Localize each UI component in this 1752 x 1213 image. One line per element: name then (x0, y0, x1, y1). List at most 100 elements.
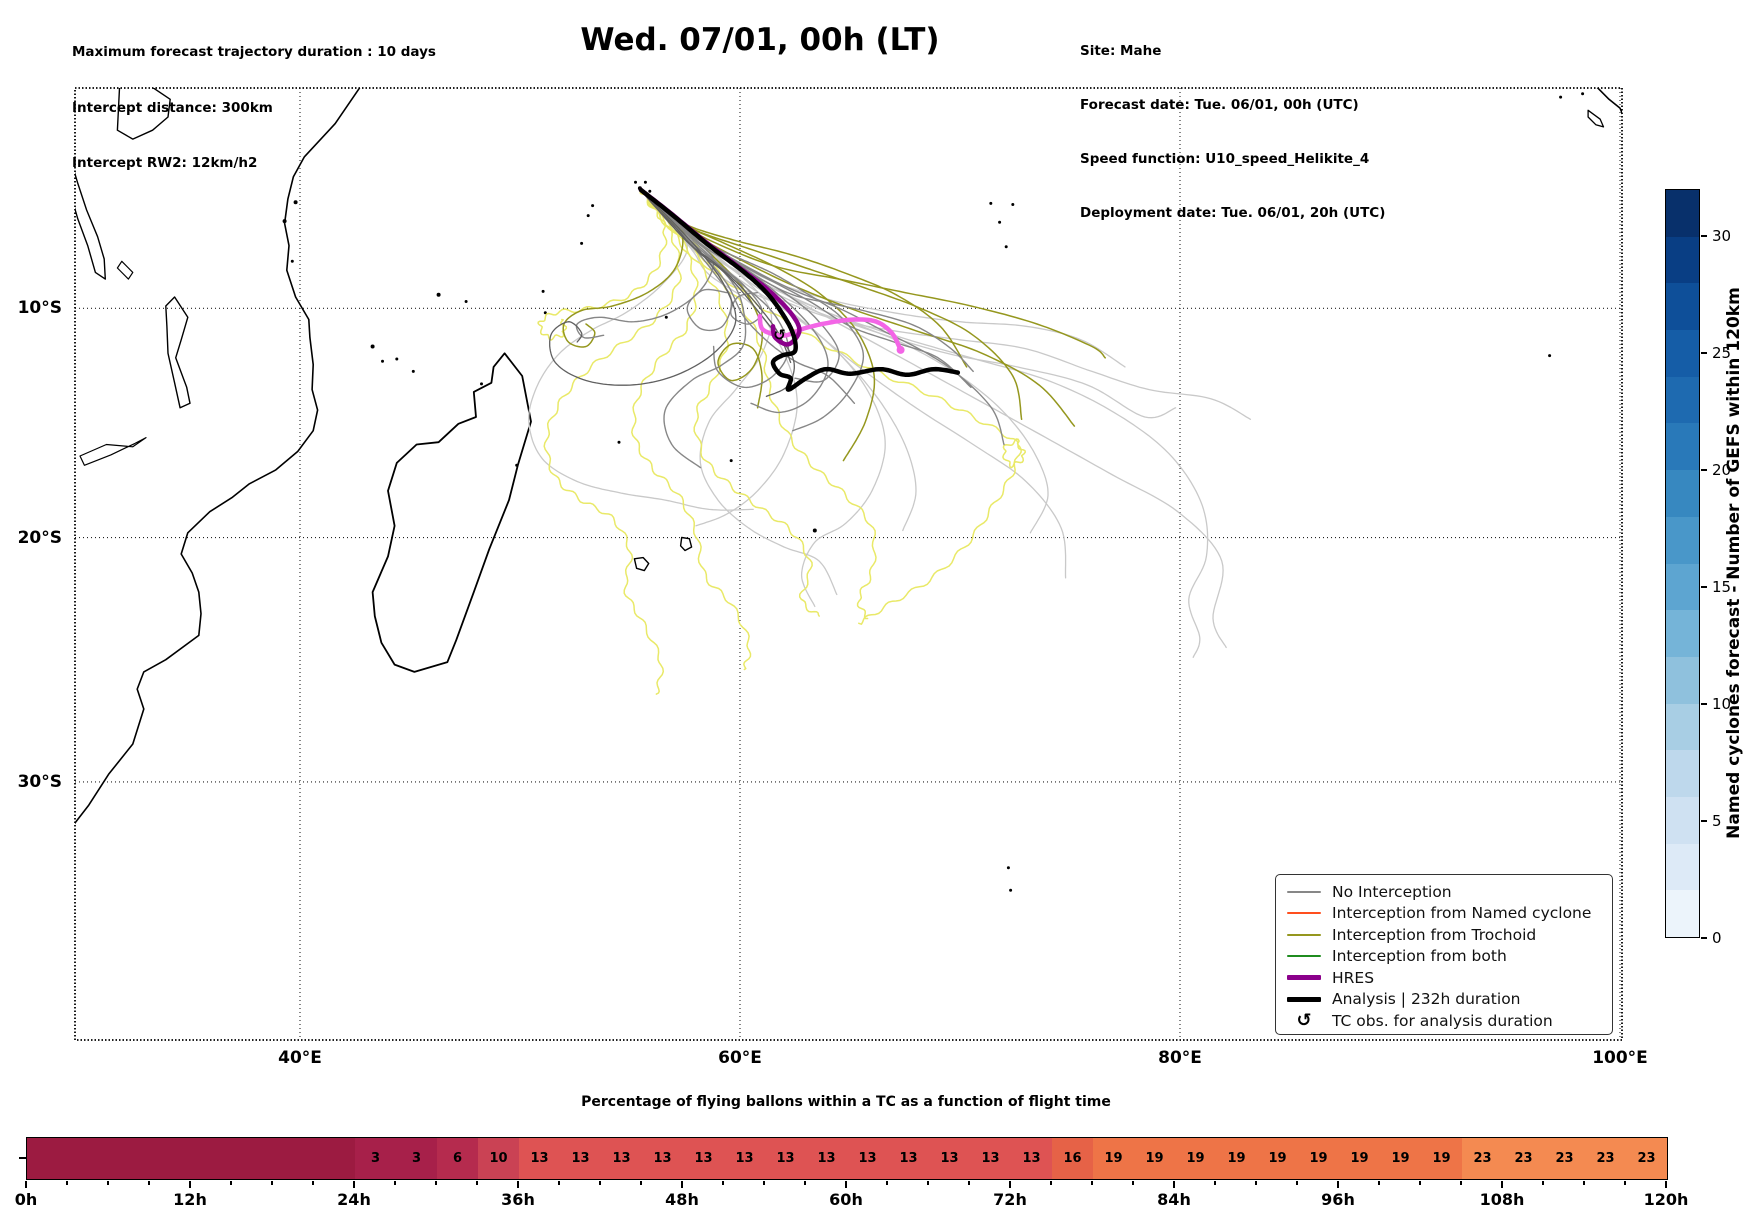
colorbar-tick (1701, 235, 1707, 237)
legend-item-2: Interception from Trochoid (1286, 924, 1612, 946)
flight-bar-cell (191, 1138, 232, 1179)
legend-line (1287, 955, 1321, 958)
legend-line (1287, 890, 1321, 893)
colorbar-tick-label: 20 (1712, 460, 1732, 479)
hour-tick-label: 24h (337, 1190, 371, 1209)
hour-tick-major (1337, 1180, 1339, 1188)
tc-obs-icon: ↺ (1286, 1011, 1322, 1029)
x-tick-label: 60°E (718, 1048, 762, 1068)
hour-tick-minor (1214, 1180, 1216, 1186)
island-dot (1006, 866, 1010, 870)
flight-bar-cell: 13 (806, 1138, 847, 1179)
hour-tick-minor (230, 1180, 232, 1186)
island-dot (541, 289, 545, 293)
hour-tick-minor (640, 1180, 642, 1186)
flight-bar-cell: 13 (888, 1138, 929, 1179)
flight-bar-cell: 13 (970, 1138, 1011, 1179)
colorbar-segment (1666, 516, 1699, 564)
trajectory-trochoid-faded-yellow (639, 189, 877, 620)
map-frame (74, 87, 1623, 1041)
colorbar-segment (1666, 283, 1699, 331)
island-dot (381, 359, 384, 363)
flight-bar-cell: 19 (1257, 1138, 1298, 1179)
flight-bar-cell (273, 1138, 314, 1179)
hour-tick-major (681, 1180, 683, 1188)
island-dot (664, 315, 668, 319)
trajectory-no-interception-faded (528, 189, 754, 511)
island-dot (580, 241, 584, 245)
trajectory-analysis (638, 187, 961, 392)
flight-bar-cell: 19 (1421, 1138, 1462, 1179)
flight-bar-y-tick (19, 1157, 26, 1159)
trajectory-interception-trochoid (640, 189, 968, 368)
island-dot (586, 214, 590, 218)
colorbar-segment (1666, 890, 1699, 937)
legend-line (1287, 933, 1321, 936)
deployment-date-text: Deployment date: Tue. 06/01, 20h (UTC) (1080, 205, 1386, 221)
hour-tick-minor (1542, 1180, 1544, 1186)
flight-bar-cell (109, 1138, 150, 1179)
flight-bar-cell: 3 (355, 1138, 396, 1179)
hour-tick-minor (476, 1180, 478, 1186)
legend-item-1: Interception from Named cyclone (1286, 903, 1612, 925)
legend-line-swatch (1286, 912, 1322, 915)
gridlines-group (75, 88, 1622, 1040)
flight-bar-cell: 13 (519, 1138, 560, 1179)
flight-bar-cell: 19 (1339, 1138, 1380, 1179)
legend-label: Interception from Trochoid (1332, 925, 1537, 944)
colorbar-segment (1666, 236, 1699, 284)
hour-tick-major (1665, 1180, 1667, 1188)
trajectory-end-marker (896, 345, 905, 354)
flight-bar-cell: 13 (601, 1138, 642, 1179)
flight-bar-cell: 6 (437, 1138, 478, 1179)
island-dot (543, 311, 547, 315)
island-dot (634, 180, 637, 184)
lake-kariba (79, 437, 147, 466)
island-dot (1548, 354, 1552, 358)
coastline-group (75, 88, 1622, 892)
colorbar-segment (1666, 190, 1699, 237)
colorbar-tick (1701, 586, 1707, 588)
hour-tick-minor (927, 1180, 929, 1186)
island-dot (617, 440, 621, 444)
flight-bar-cell: 23 (1585, 1138, 1626, 1179)
flight-bar-cell: 23 (1503, 1138, 1544, 1179)
flight-bar-cell: 19 (1093, 1138, 1134, 1179)
hour-tick-major (353, 1180, 355, 1188)
island-dot (998, 220, 1002, 224)
lake-victoria (116, 88, 171, 140)
colorbar-tick (1701, 820, 1707, 822)
legend-line-swatch (1286, 975, 1322, 981)
legend-line-swatch (1286, 933, 1322, 936)
colorbar-segment (1666, 563, 1699, 611)
trajectory-trochoid-faded-yellow (639, 189, 820, 617)
flight-bar-cell: 10 (478, 1138, 519, 1179)
legend-line (1287, 975, 1321, 981)
trajectory-interception-trochoid (640, 189, 1076, 427)
flight-bar-cell: 13 (724, 1138, 765, 1179)
sumatra-coastline (1596, 88, 1622, 115)
flight-bar-cell: 19 (1175, 1138, 1216, 1179)
hour-tick-minor (1583, 1180, 1585, 1186)
hour-tick-major (1501, 1180, 1503, 1188)
lake-tanganyika (75, 171, 107, 280)
hour-tick-label: 84h (1157, 1190, 1191, 1209)
flight-bar-cell: 13 (929, 1138, 970, 1179)
hour-tick-minor (271, 1180, 273, 1186)
island-dot (515, 463, 519, 467)
hour-tick-minor (435, 1180, 437, 1186)
colorbar-segment (1666, 750, 1699, 797)
hour-tick-label: 120h (1643, 1190, 1689, 1209)
madagascar-coastline (371, 352, 532, 673)
page-title: Wed. 07/01, 00h (LT) (580, 22, 940, 58)
legend-line (1287, 912, 1321, 915)
colorbar-segment (1666, 703, 1699, 751)
flight-bar-cell (150, 1138, 191, 1179)
y-tick-label: 10°S (17, 298, 62, 319)
hour-tick-label: 108h (1479, 1190, 1525, 1209)
island-dot (282, 219, 287, 224)
island-dot (1004, 245, 1008, 249)
legend-line-swatch (1286, 955, 1322, 958)
